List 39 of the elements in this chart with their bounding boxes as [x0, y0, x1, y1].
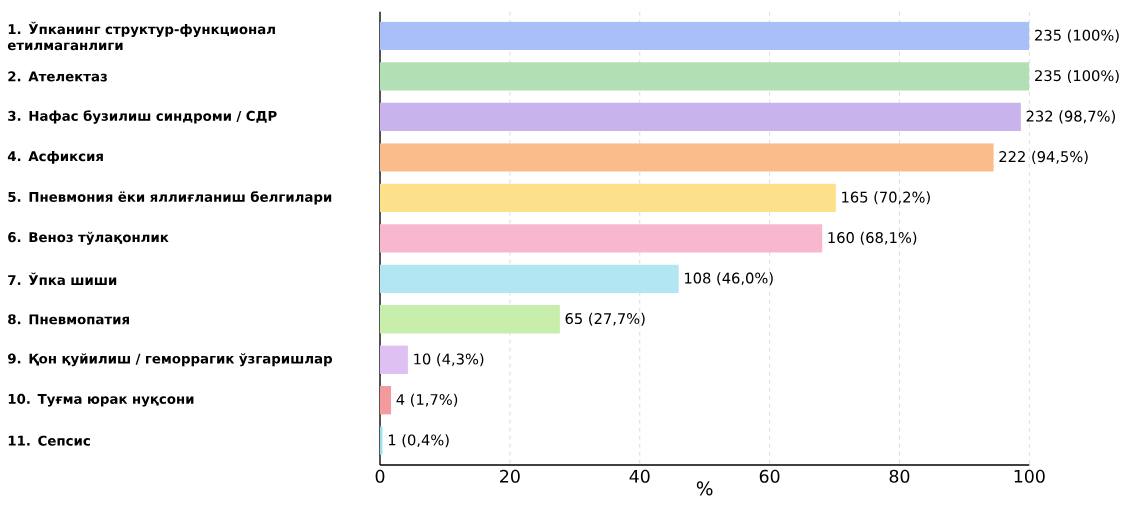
- y-tick-label: 11. Сепсис: [8, 435, 90, 446]
- y-tick-label: 2. Ателектаз: [8, 71, 107, 82]
- bar: [380, 386, 392, 415]
- y-tick-label: 7. Ўпка шиши: [8, 272, 117, 286]
- y-tick-label: 1. Ўпканинг структур-функционал етилмаганлиги: [7, 21, 275, 51]
- data-label: 108 (46,0%): [685, 272, 773, 286]
- data-label: 4 (1,7%): [396, 393, 458, 407]
- data-label: 165 (70,2%): [842, 191, 930, 205]
- data-label: 235 (100%): [1035, 69, 1119, 83]
- y-tick-label: 9. Қон қуйилиш / геморрагик ўзгаришлар: [7, 353, 333, 367]
- bar: [380, 264, 679, 293]
- bar: [380, 21, 1030, 51]
- bar: [380, 345, 408, 374]
- x-tick-label: 0: [375, 469, 385, 483]
- y-tick-label: 5. Пневмония ёки яллиғланиш белгилари: [8, 191, 332, 205]
- y-tick-label: 3. Нафас бузилиш синдроми / СДР: [8, 110, 277, 124]
- bar: [380, 305, 560, 334]
- bar: [380, 62, 1030, 91]
- y-tick-label: 8. Пневмопатия: [8, 314, 129, 325]
- bar: [380, 143, 994, 172]
- x-tick-label: 80: [889, 469, 910, 483]
- bar: [380, 224, 823, 253]
- data-label: 10 (4,3%): [414, 353, 484, 367]
- data-label: 65 (27,7%): [565, 312, 645, 326]
- y-tick-label: 6. Веноз тўлақонлик: [8, 231, 169, 245]
- x-axis-title: %: [696, 481, 713, 496]
- x-tick-label: 20: [500, 469, 520, 483]
- y-tick-label: 10. Туғма юрак нуқсони: [8, 393, 194, 407]
- data-label: 235 (100%): [1035, 29, 1119, 43]
- data-label: 1 (0,4%): [388, 434, 449, 448]
- x-tick-label: 60: [759, 469, 780, 483]
- bar: [380, 183, 836, 213]
- x-tick-label: 100: [1014, 469, 1045, 483]
- data-label: 232 (98,7%): [1026, 110, 1115, 124]
- bar: [380, 102, 1021, 132]
- data-label: 222 (94,5%): [999, 150, 1088, 164]
- y-tick-label: 4. Асфиксия: [7, 150, 103, 164]
- data-label: 160 (68,1%): [828, 231, 917, 245]
- x-tick-label: 40: [629, 469, 650, 483]
